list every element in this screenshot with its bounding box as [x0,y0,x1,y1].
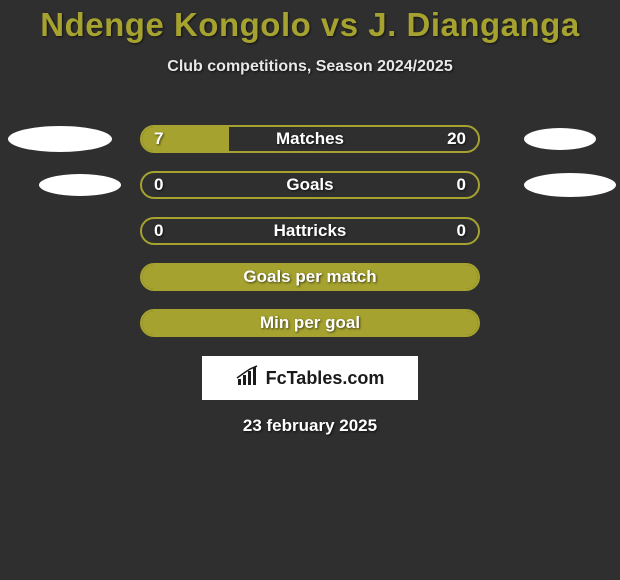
stat-right-value: 0 [457,221,466,241]
stat-row: 7 Matches 20 [0,116,620,162]
player-right-marker [480,116,620,162]
player-left-marker [0,208,140,254]
stat-row: Min per goal [0,300,620,346]
stat-left-value: 7 [154,129,163,149]
stat-left-value: 0 [154,221,163,241]
stat-bar: 0 Hattricks 0 [140,217,480,245]
footer-date: 23 february 2025 [0,416,620,436]
stat-name: Hattricks [274,221,347,241]
brand-text: FcTables.com [266,368,385,389]
page-subtitle: Club competitions, Season 2024/2025 [0,58,620,76]
ellipse-icon [524,128,596,150]
player-left-marker [0,116,140,162]
stat-right-value: 20 [447,129,466,149]
player-right-marker [480,254,620,300]
stat-right-value: 0 [457,175,466,195]
stat-row: Goals per match [0,254,620,300]
stat-name: Goals [286,175,333,195]
stat-bar: 7 Matches 20 [140,125,480,153]
stat-row: 0 Goals 0 [0,162,620,208]
player-right-marker [480,162,620,208]
stat-name: Matches [276,129,344,149]
stat-left-value: 0 [154,175,163,195]
ellipse-icon [8,126,112,152]
stat-bar: Min per goal [140,309,480,337]
stat-name: Min per goal [260,313,360,333]
stat-name: Goals per match [243,267,376,287]
player-left-marker [0,254,140,300]
player-left-marker [0,300,140,346]
ellipse-icon [524,173,616,197]
stats-container: 7 Matches 20 0 Goals 0 0 Hattricks 0 Goals per ma… [0,116,620,346]
player-right-marker [480,300,620,346]
player-left-marker [0,162,140,208]
player-right-marker [480,208,620,254]
bar-right-fill [229,127,478,151]
stat-row: 0 Hattricks 0 [0,208,620,254]
page-title: Ndenge Kongolo vs J. Dianganga [0,0,620,44]
brand-badge: FcTables.com [202,356,418,400]
stat-bar: Goals per match [140,263,480,291]
bar-chart-icon [236,365,262,392]
stat-bar: 0 Goals 0 [140,171,480,199]
ellipse-icon [39,174,121,196]
